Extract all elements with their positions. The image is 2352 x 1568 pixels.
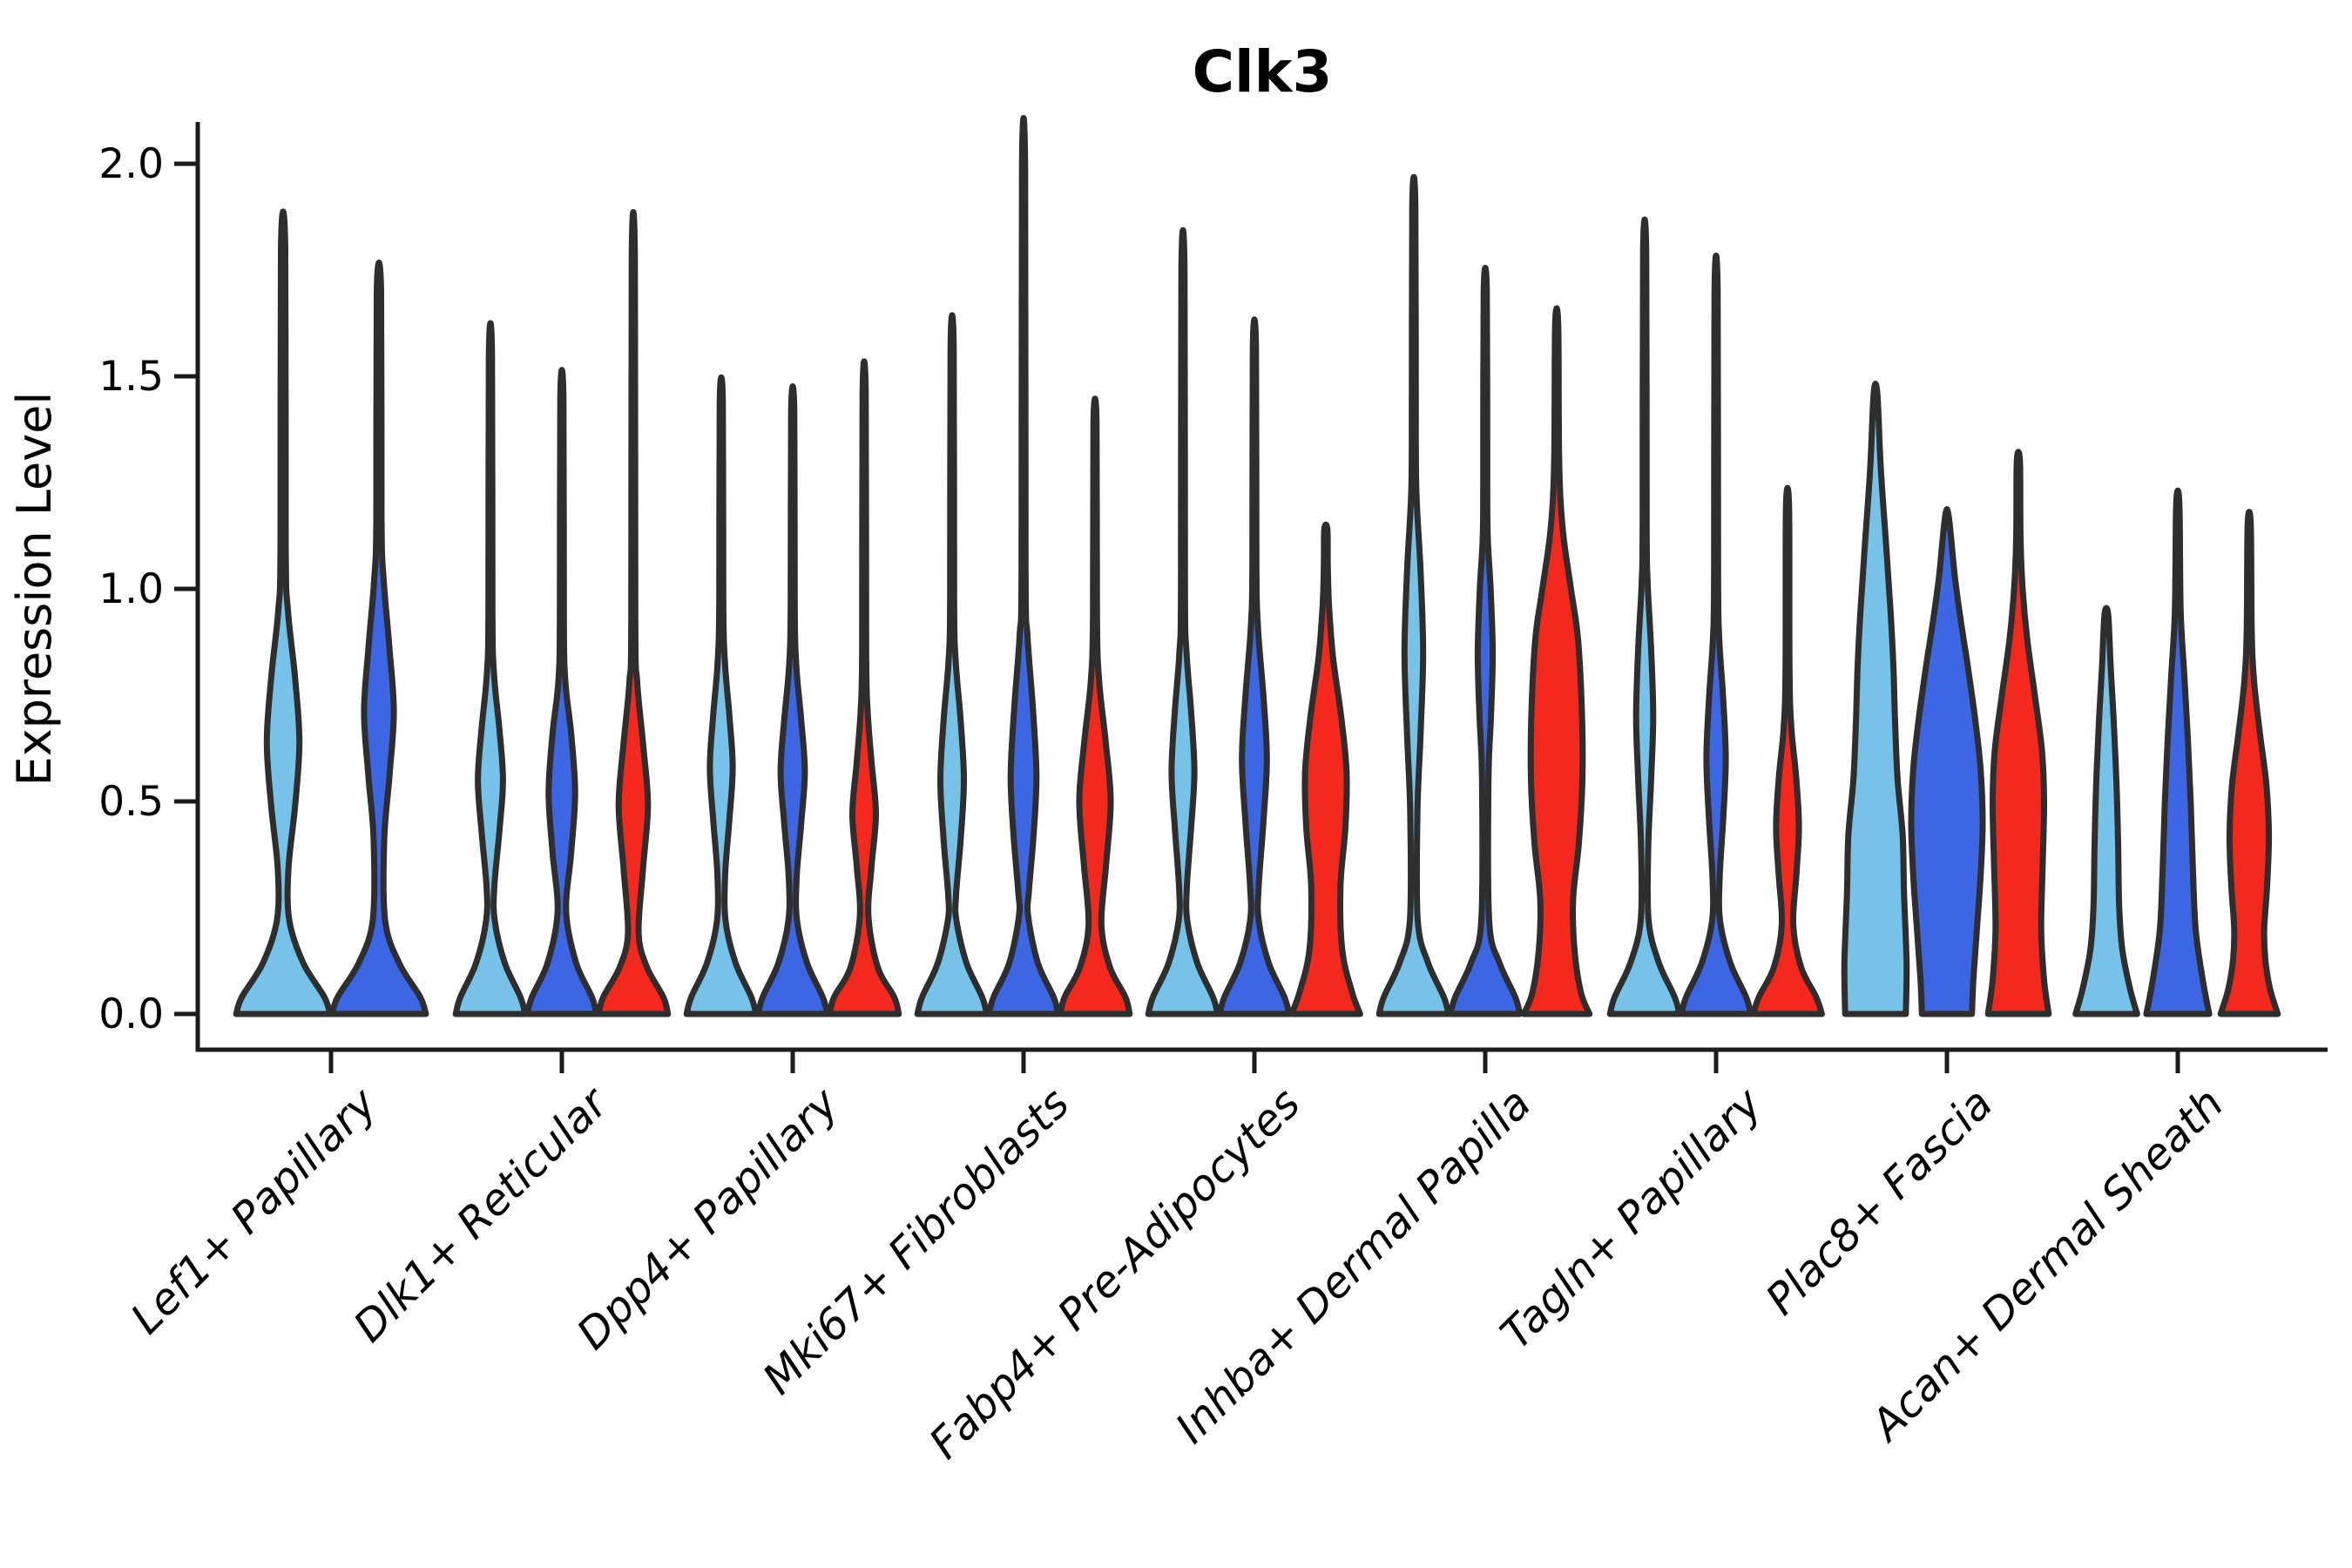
y-axis-label: Expression Level <box>7 392 62 787</box>
violin-Acan-Dermal-Sheath-red <box>2217 509 2281 1017</box>
violin-Tagln-Papillary-light_blue <box>1606 216 1683 1017</box>
x-category-label-Plac8-Fascia: Plac8+ Fascia <box>1756 1078 2002 1324</box>
violin-Plac8-Fascia-red <box>1984 449 2052 1017</box>
violin-Acan-Dermal-Sheath-light_blue <box>2072 605 2140 1017</box>
x-category-label-Fabp4-Pre-Adipocytes: Fabp4+ Pre-Adipocytes <box>920 1078 1310 1469</box>
violin-Lef1-Papillary-light_blue <box>233 208 334 1017</box>
violin-Mki67-Fibroblasts-red <box>1057 395 1133 1017</box>
violin-Dpp4-Papillary-red <box>826 358 902 1017</box>
violin-Inhba-Dermal-Papilla-dark_blue <box>1447 265 1524 1017</box>
violin-Dlk1-Reticular-dark_blue <box>524 367 600 1017</box>
violin-Tagln-Papillary-dark_blue <box>1678 253 1754 1017</box>
y-tick-label-0.5: 0.5 <box>98 778 164 826</box>
violin-Dpp4-Papillary-dark_blue <box>754 383 831 1017</box>
violin-Lef1-Papillary-dark_blue <box>328 259 429 1017</box>
violin-Plac8-Fascia-light_blue <box>1841 381 1910 1017</box>
violin-Plac8-Fascia-dark_blue <box>1908 506 1986 1017</box>
violin-Dlk1-Reticular-light_blue <box>452 320 529 1017</box>
violin-Dlk1-Reticular-red <box>595 209 672 1017</box>
violin-Inhba-Dermal-Papilla-light_blue <box>1375 173 1452 1017</box>
violin-Tagln-Papillary-red <box>1750 484 1825 1017</box>
x-category-label-Lef1-Papillary: Lef1+ Papillary <box>121 1078 387 1343</box>
violin-Mki67-Fibroblasts-light_blue <box>914 312 990 1017</box>
violin-Dpp4-Papillary-light_blue <box>683 375 760 1017</box>
y-tick-label-1.0: 1.0 <box>98 565 164 613</box>
y-tick-label-0.0: 0.0 <box>98 990 164 1038</box>
violins-layer <box>233 115 2281 1017</box>
violin-Mki67-Fibroblasts-dark_blue <box>985 115 1062 1017</box>
violin-Fabp4-Pre-Adipocytes-dark_blue <box>1216 316 1293 1017</box>
violin-Fabp4-Pre-Adipocytes-light_blue <box>1145 226 1221 1017</box>
plot-title: Clk3 <box>1193 38 1333 105</box>
x-category-label-Dlk1-Reticular: Dlk1+ Reticular <box>344 1077 618 1351</box>
y-tick-label-2.0: 2.0 <box>98 140 164 188</box>
y-tick-label-1.5: 1.5 <box>98 353 164 401</box>
violin-Fabp4-Pre-Adipocytes-red <box>1288 521 1363 1017</box>
violin-Inhba-Dermal-Papilla-red <box>1520 305 1593 1017</box>
violin-Acan-Dermal-Sheath-dark_blue <box>2143 487 2213 1017</box>
